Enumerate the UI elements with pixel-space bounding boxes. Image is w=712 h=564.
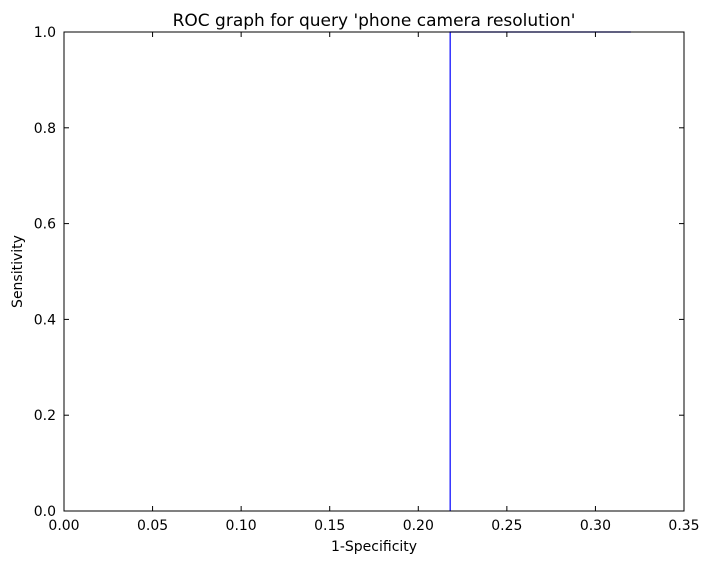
x-tick-label: 0.25 (491, 518, 522, 534)
plot-frame (63, 31, 685, 512)
x-tick-label: 0.30 (580, 518, 611, 534)
x-tick-label: 0.20 (403, 518, 434, 534)
y-tick-label: 1.0 (34, 25, 56, 41)
y-tick-label: 0.6 (34, 217, 56, 233)
x-tick-label: 0.10 (226, 518, 257, 534)
y-axis: 0.0 0.2 0.4 0.6 0.8 1.0 (34, 25, 684, 520)
y-tick-label: 0.4 (34, 312, 56, 328)
x-axis: 0.00 0.05 0.10 0.15 0.20 0.25 0.30 0.35 (48, 32, 700, 534)
chart-title: ROC graph for query 'phone camera resolu… (173, 11, 576, 31)
x-tick-label: 0.35 (668, 518, 699, 534)
x-tick-label: 0.00 (48, 518, 79, 534)
x-tick-label: 0.05 (137, 518, 168, 534)
x-tick-label: 0.15 (314, 518, 345, 534)
y-tick-label: 0.8 (34, 121, 56, 137)
roc-series-line-0 (449, 31, 631, 511)
y-axis-label: Sensitivity (10, 235, 26, 308)
x-axis-label: 1-Specificity (331, 539, 417, 555)
y-tick-label: 0.2 (34, 408, 56, 424)
y-tick-label: 0.0 (34, 504, 56, 520)
plot-area (449, 31, 631, 511)
